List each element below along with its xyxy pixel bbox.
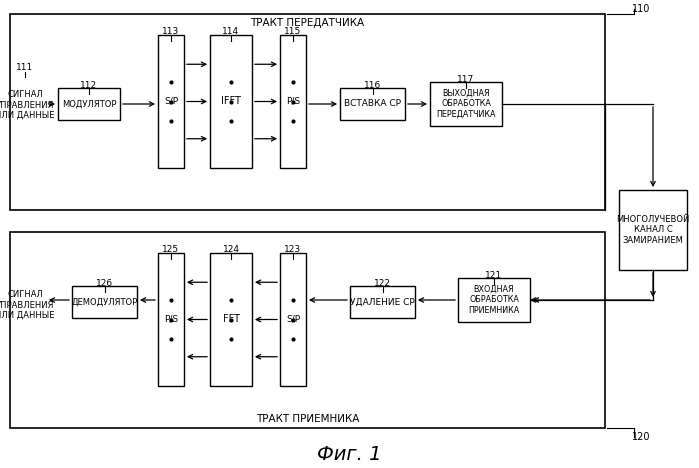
Text: ТРАКТ ПРИЕМНИКА: ТРАКТ ПРИЕМНИКА [256, 414, 359, 424]
Text: ВЫХОДНАЯ
ОБРАБОТКА
ПЕРЕДАТЧИКА: ВЫХОДНАЯ ОБРАБОТКА ПЕРЕДАТЧИКА [436, 89, 496, 119]
Text: 116: 116 [364, 80, 381, 89]
Bar [458, 278, 530, 322]
Text: 113: 113 [162, 28, 180, 37]
Text: Фиг. 1: Фиг. 1 [317, 446, 382, 465]
Text: 122: 122 [374, 278, 391, 287]
Text: 115: 115 [284, 28, 302, 37]
Text: 125: 125 [162, 246, 180, 255]
Bar [10, 14, 605, 210]
Bar [158, 35, 184, 168]
Bar [58, 88, 120, 120]
Bar [158, 253, 184, 386]
Bar [280, 35, 306, 168]
Text: 110: 110 [632, 4, 650, 14]
Text: P/S: P/S [286, 97, 300, 106]
Text: СИГНАЛ
УПРАВЛЕНИЯ
ИЛИ ДАННЫЕ: СИГНАЛ УПРАВЛЕНИЯ ИЛИ ДАННЫЕ [0, 90, 55, 120]
Text: FFT: FFT [222, 314, 240, 324]
Bar [619, 190, 687, 270]
Bar [430, 82, 502, 126]
Text: УДАЛЕНИЕ CP: УДАЛЕНИЕ CP [350, 298, 415, 307]
Text: ТРАКТ ПЕРЕДАТЧИКА: ТРАКТ ПЕРЕДАТЧИКА [250, 18, 365, 28]
Text: МОДУЛЯТОР: МОДУЛЯТОР [62, 100, 116, 109]
Text: 117: 117 [457, 74, 475, 83]
Text: ДЕМОДУЛЯТОР: ДЕМОДУЛЯТОР [71, 298, 138, 307]
Bar [10, 232, 605, 428]
Text: S/P: S/P [164, 97, 178, 106]
Text: 114: 114 [222, 28, 240, 37]
Text: 120: 120 [632, 432, 650, 442]
Text: 124: 124 [222, 246, 240, 255]
Bar [280, 253, 306, 386]
Bar [210, 35, 252, 168]
Text: 123: 123 [284, 246, 301, 255]
Bar [350, 286, 415, 318]
Text: МНОГОЛУЧЕВОЙ
КАНАЛ С
ЗАМИРАНИЕМ: МНОГОЛУЧЕВОЙ КАНАЛ С ЗАМИРАНИЕМ [617, 215, 690, 245]
Bar [210, 253, 252, 386]
Text: 126: 126 [96, 278, 113, 287]
Text: ВСТАВКА CP: ВСТАВКА CP [344, 100, 401, 109]
Bar [340, 88, 405, 120]
Text: 111: 111 [16, 64, 34, 73]
Text: 112: 112 [80, 80, 98, 89]
Text: IFFT: IFFT [221, 96, 241, 107]
Text: СИГНАЛ
УПРАВЛЕНИЯ
ИЛИ ДАННЫЕ: СИГНАЛ УПРАВЛЕНИЯ ИЛИ ДАННЫЕ [0, 290, 55, 320]
Bar [72, 286, 137, 318]
Text: 121: 121 [485, 271, 503, 279]
Text: ВХОДНАЯ
ОБРАБОТКА
ПРИЕМНИКА: ВХОДНАЯ ОБРАБОТКА ПРИЕМНИКА [468, 285, 519, 315]
Text: S/P: S/P [286, 315, 300, 324]
Text: P/S: P/S [164, 315, 178, 324]
